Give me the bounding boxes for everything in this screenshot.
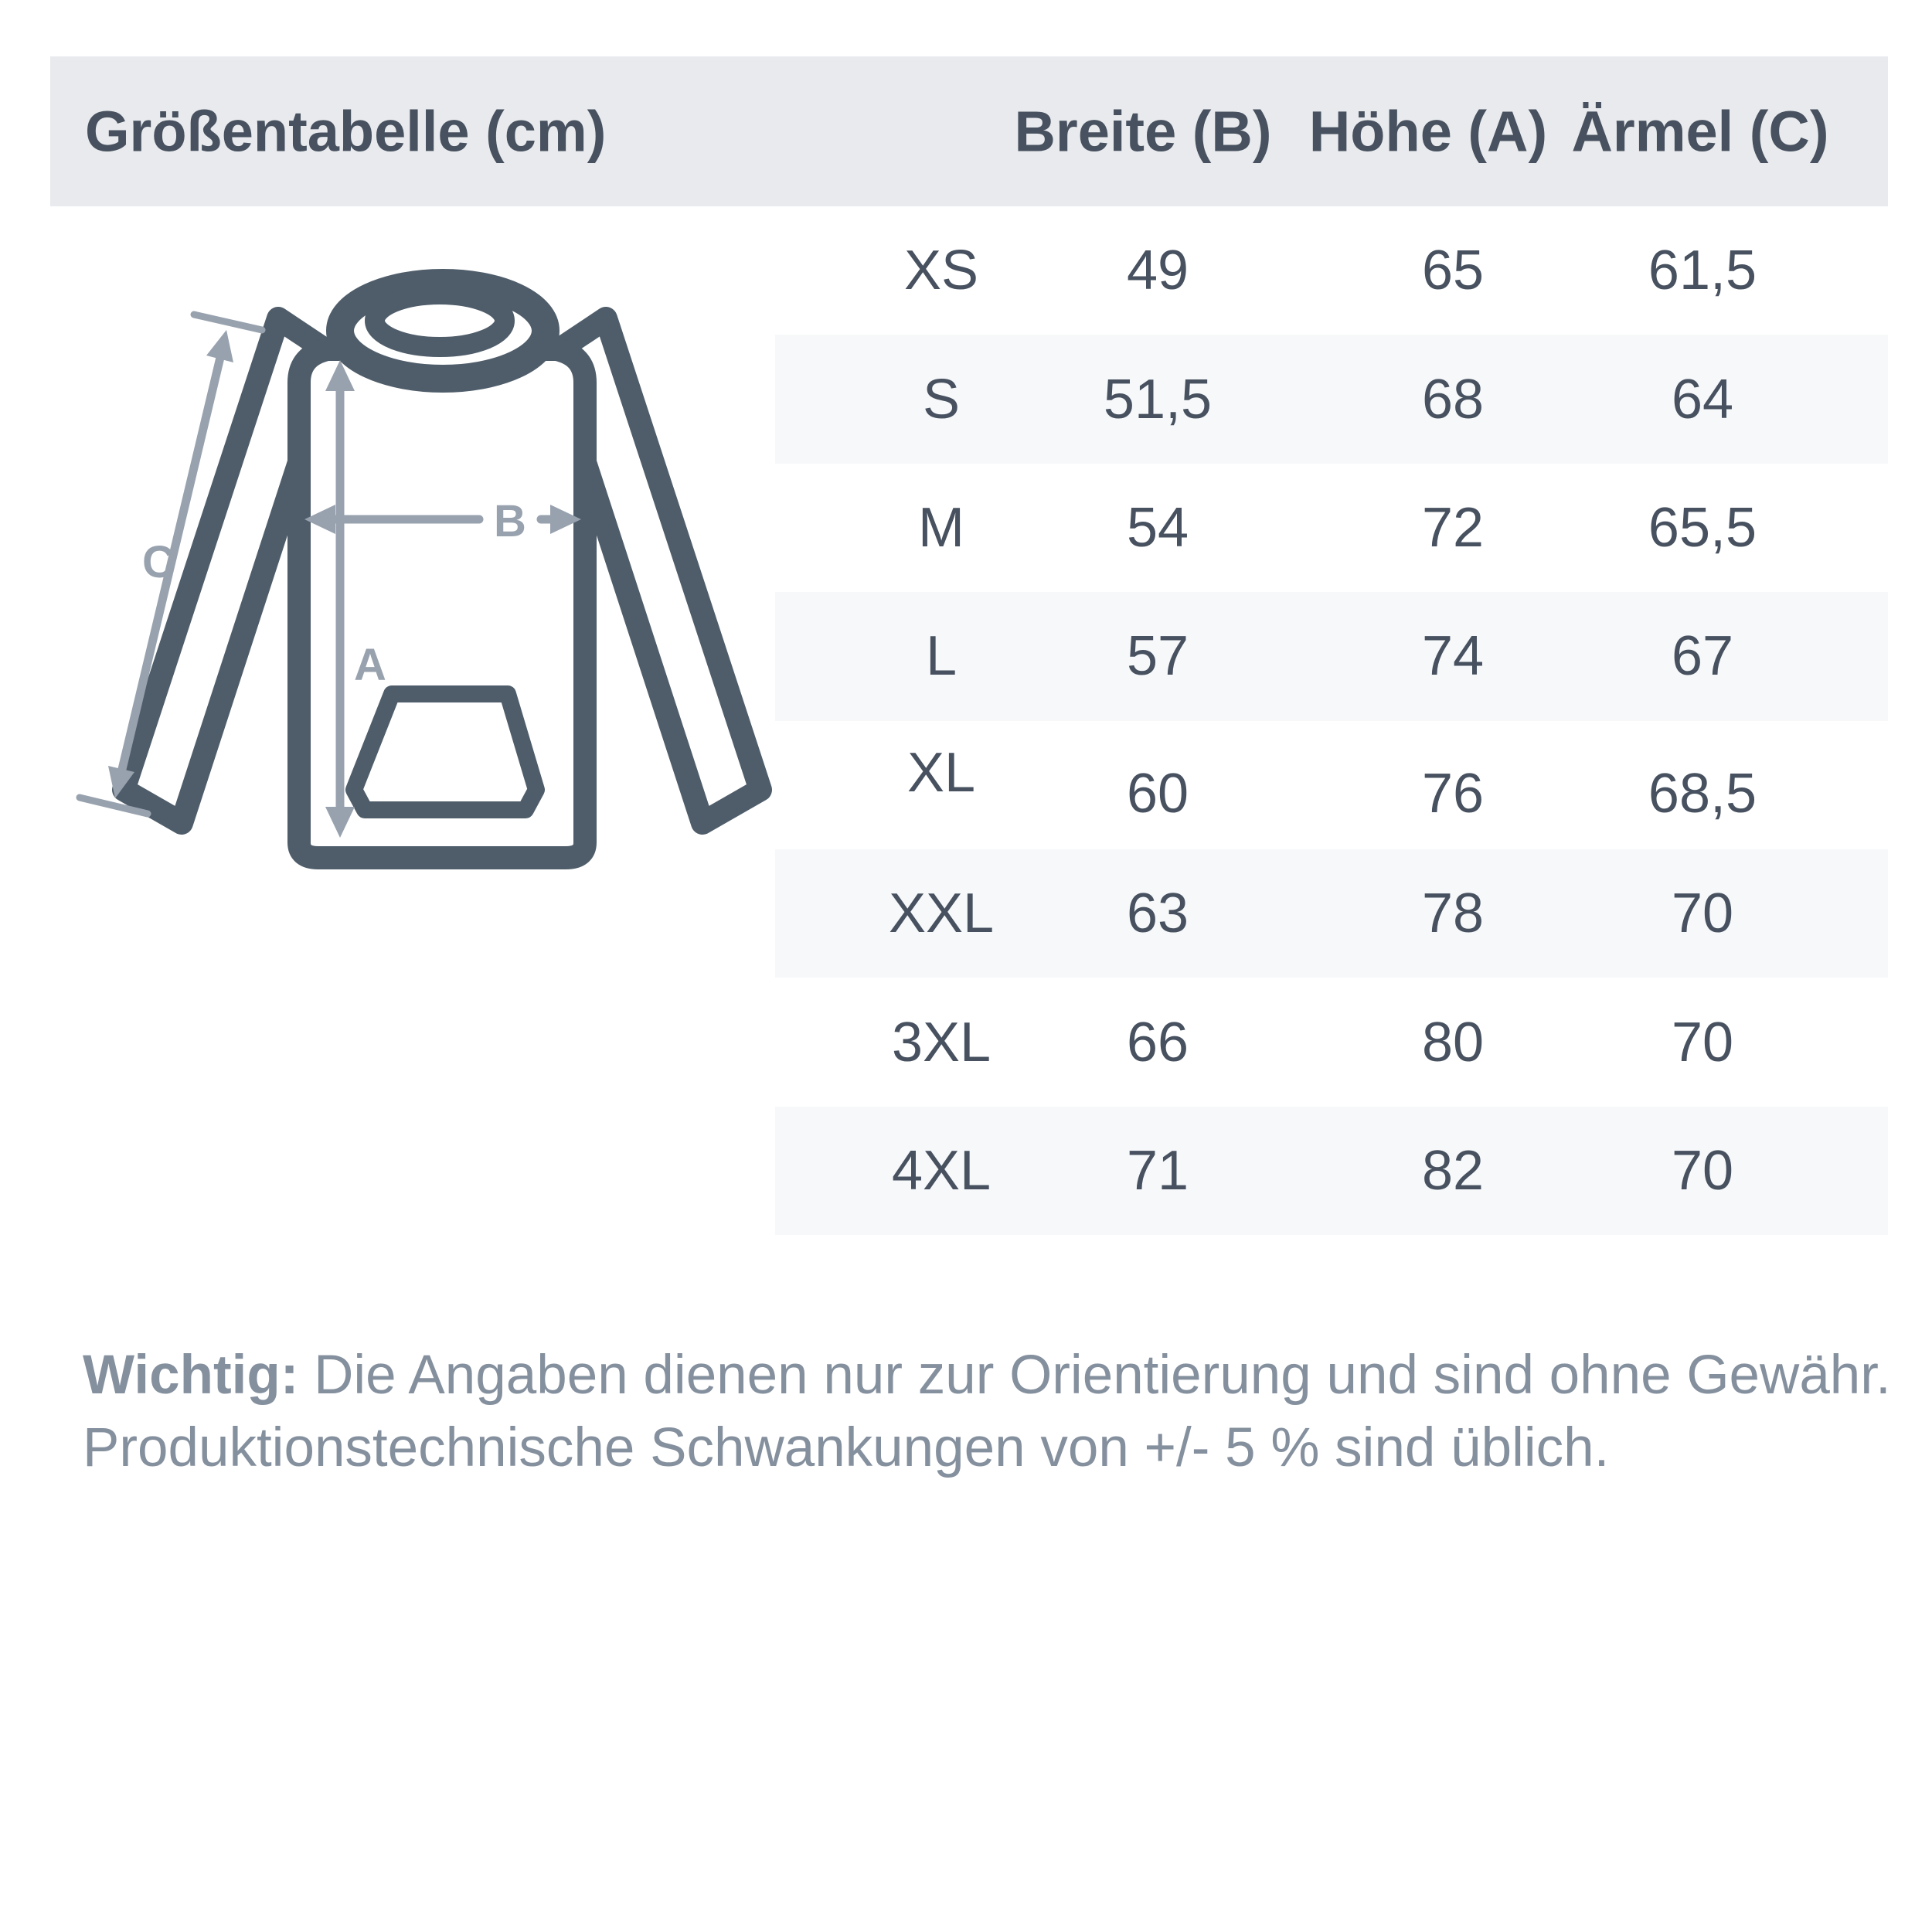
size-value: 68,5	[1648, 762, 1757, 825]
size-value: 64	[1671, 368, 1734, 430]
column-header-aermel: Ärmel (C)	[1571, 99, 1829, 164]
measure-arrow-height-A: A	[325, 360, 386, 838]
table-row: M 54 72 65,5	[775, 464, 1888, 592]
size-label: 4XL	[891, 1139, 992, 1202]
size-value: 54	[1126, 496, 1189, 559]
size-value: 61,5	[1648, 240, 1757, 302]
size-label: S	[922, 368, 961, 430]
table-header: Größentabelle (cm) Breite (B) Höhe (A) Ä…	[50, 56, 1888, 206]
size-value: 65	[1421, 240, 1485, 302]
size-label: 3XL	[891, 1011, 992, 1073]
size-value: 70	[1671, 883, 1734, 945]
hood-opening	[365, 284, 515, 357]
size-table-rows: XS 49 65 61,5 S 51,5 68 64 M 54 72 65,5 L 57 74 67 XL 60 7…	[775, 206, 1888, 1236]
label-B: B	[494, 496, 526, 546]
table-row: XL 60 76 68,5	[775, 721, 1888, 849]
measure-arrow-sleeve-C: C	[76, 311, 266, 818]
label-A: A	[354, 640, 386, 690]
size-value: 78	[1421, 883, 1485, 945]
size-value: 68	[1421, 368, 1485, 430]
table-row: 3XL 66 80 70	[775, 978, 1888, 1106]
size-value: 65,5	[1648, 496, 1757, 559]
label-C: C	[142, 537, 175, 587]
size-value: 80	[1421, 1011, 1485, 1073]
size-value: 76	[1421, 762, 1485, 825]
size-value: 60	[1126, 762, 1189, 825]
size-label: XL	[906, 741, 976, 804]
size-value: 63	[1126, 883, 1189, 945]
size-label: XS	[903, 240, 979, 302]
measure-arrow-width-B: B	[304, 496, 581, 546]
table-row: 4XL 71 82 70	[775, 1106, 1888, 1236]
size-value: 49	[1126, 240, 1189, 302]
column-header-breite: Breite (B)	[1014, 99, 1272, 164]
note-line-2: Produktionstechnische Schwankungen von +…	[83, 1417, 1610, 1478]
column-header-hoehe: Höhe (A)	[1308, 99, 1548, 164]
size-value: 57	[1126, 625, 1189, 688]
note-line-1-text: Die Angaben dienen nur zur Orientierung …	[298, 1345, 1891, 1406]
size-value: 71	[1126, 1139, 1189, 1202]
size-value: 66	[1126, 1011, 1189, 1073]
size-label: M	[918, 496, 964, 559]
table-row: XS 49 65 61,5	[775, 206, 1888, 335]
size-label: L	[925, 625, 957, 688]
table-row: S 51,5 68 64	[775, 335, 1888, 464]
size-value: 67	[1671, 625, 1734, 688]
size-value: 72	[1421, 496, 1485, 559]
page-title: Größentabelle (cm)	[85, 99, 607, 164]
note-prefix: Wichtig:	[83, 1345, 299, 1406]
disclaimer-note: Wichtig: Die Angaben dienen nur zur Orie…	[83, 1339, 1922, 1485]
pocket	[345, 685, 545, 818]
table-row: L 57 74 67	[775, 592, 1888, 721]
note-line-1: Wichtig: Die Angaben dienen nur zur Orie…	[83, 1345, 1891, 1406]
size-value: 74	[1421, 625, 1485, 688]
hoodie-measurement-diagram: A B C	[76, 269, 772, 869]
size-value: 51,5	[1103, 368, 1213, 430]
size-value: 70	[1671, 1011, 1734, 1073]
size-value: 82	[1421, 1139, 1485, 1202]
size-value: 70	[1671, 1139, 1734, 1202]
table-row: XXL 63 78 70	[775, 849, 1888, 978]
size-label: XXL	[888, 883, 995, 945]
